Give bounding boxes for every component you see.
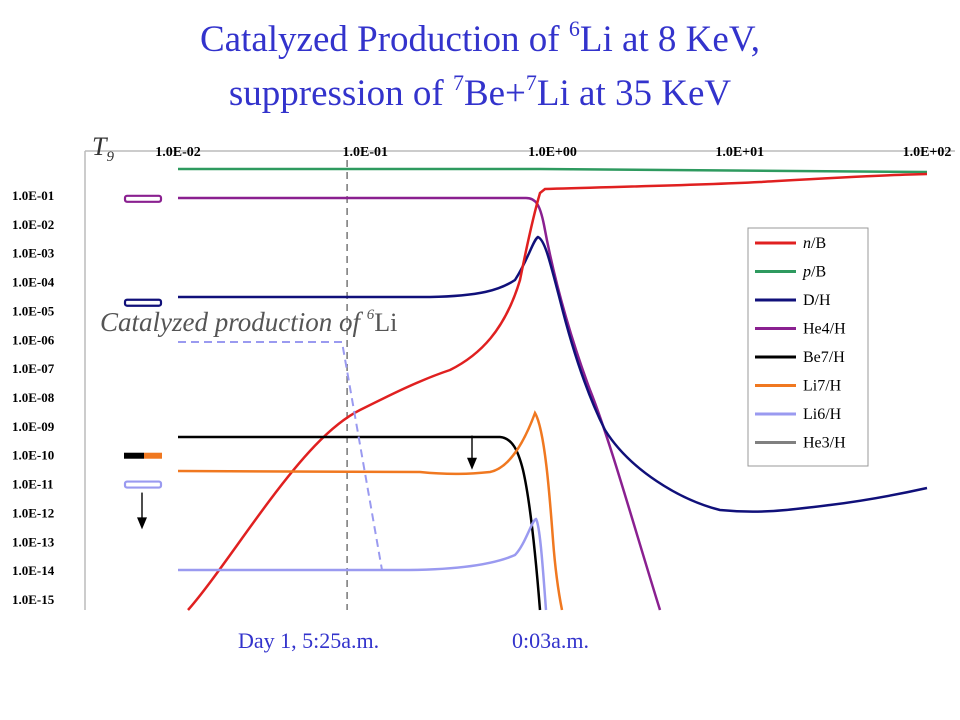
catalyzed-dashed-line xyxy=(178,341,383,571)
x-tick-label: 1.0E+02 xyxy=(903,145,952,160)
title-line-2: suppression of 7Be+7Li at 35 KeV xyxy=(228,70,732,115)
series-line-nb xyxy=(187,172,928,611)
li7-initial-marker xyxy=(144,452,162,459)
legend: n/B p/B D/H He4/H Be7/H Li7/H Li6/H He3/H xyxy=(747,227,869,467)
legend-box xyxy=(747,227,869,467)
y-tick-label: 1.0E-13 xyxy=(12,534,55,549)
y-tick-label: 1.0E-02 xyxy=(12,217,54,232)
be7-initial-marker xyxy=(124,452,144,459)
y-tick-label: 1.0E-11 xyxy=(12,477,54,492)
x-tick-label: 1.0E+01 xyxy=(715,145,764,160)
series-line-li7 xyxy=(177,410,564,611)
y-tick-label: 1.0E-15 xyxy=(12,592,55,607)
y-tick-label: 1.0E-14 xyxy=(12,563,55,578)
dh-initial-marker xyxy=(123,298,163,307)
time-label-left: Day 1, 5:25a.m. xyxy=(238,628,380,653)
y-tick-label: 1.0E-10 xyxy=(12,448,54,463)
catalyzed-production-annotation: Catalyzed production of 6Li xyxy=(100,307,397,337)
y-tick-label: 1.0E-09 xyxy=(12,419,55,434)
y-tick-label: 1.0E-12 xyxy=(12,505,54,520)
x-tick-label: 1.0E-02 xyxy=(155,145,201,160)
y-tick-label: 1.0E-01 xyxy=(12,188,54,203)
time-label-right: 0:03a.m. xyxy=(512,628,589,653)
title-line-1: Catalyzed Production of 6Li at 8 KeV, xyxy=(199,16,761,61)
legend-label-li6: Li6/H xyxy=(803,406,842,423)
legend-label-be7: Be7/H xyxy=(803,349,845,366)
x-tick-label: 1.0E+00 xyxy=(528,145,577,160)
y-tick-label: 1.0E-07 xyxy=(12,361,55,376)
series-curves xyxy=(177,167,928,611)
series-line-pb xyxy=(178,167,928,174)
y-tick-label: 1.0E-04 xyxy=(12,275,55,290)
li6-down-arrow-head xyxy=(137,517,147,530)
series-line-be7 xyxy=(178,435,542,611)
series-line-he4 xyxy=(178,196,662,611)
he4-initial-marker xyxy=(123,194,163,203)
tick-labels: 1.0E+02 1.0E+01 1.0E+00 1.0E-01 1.0E-02 1.0E-… xyxy=(12,145,951,607)
y-tick-label: 1.0E-05 xyxy=(12,303,55,318)
y-tick-label: 1.0E-03 xyxy=(12,246,55,261)
legend-label-li7: Li7/H xyxy=(803,378,842,395)
y-tick-label: 1.0E-08 xyxy=(12,390,55,405)
li6-initial-marker xyxy=(123,480,163,489)
legend-label-nb: n/B xyxy=(803,235,826,252)
legend-label-pb: p/B xyxy=(802,264,826,281)
legend-label-he3: He3/H xyxy=(803,435,846,452)
legend-label-dh: D/H xyxy=(803,292,831,309)
series-line-dh xyxy=(178,235,928,513)
y-tick-label: 1.0E-06 xyxy=(12,332,55,347)
initial-markers xyxy=(123,194,477,530)
x-tick-label: 1.0E-01 xyxy=(343,145,389,160)
chart-axes xyxy=(84,150,955,610)
be7-down-arrow-head xyxy=(467,457,477,470)
series-line-li6 xyxy=(178,517,548,611)
legend-label-he4: He4/H xyxy=(803,321,846,338)
x-axis-label: T9 xyxy=(92,132,114,165)
